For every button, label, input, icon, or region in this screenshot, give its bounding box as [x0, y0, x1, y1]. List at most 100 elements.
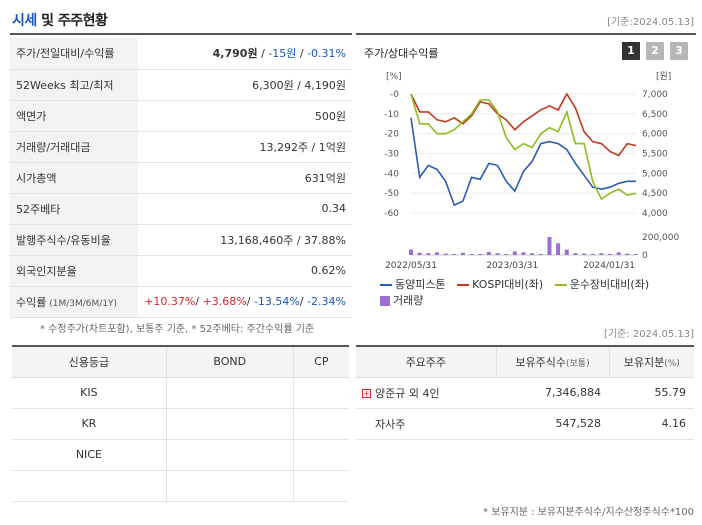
chart-button-2[interactable]: 2 [646, 42, 664, 60]
foreign-value: 0.62% [138, 255, 352, 287]
volume-bar [564, 249, 569, 255]
left-tick-label: -30 [384, 150, 399, 160]
holder-name: + 양준규 외 4인 [356, 377, 496, 409]
price-change: -15원 [268, 47, 297, 61]
week52-label: 52Weeks 최고/최저 [10, 69, 138, 101]
week52-row: 52Weeks 최고/최저 6,300원 / 4,190원 [10, 69, 352, 101]
market-cap-value: 631억원 [138, 162, 352, 194]
x-tick-label: 2024/01/31 [583, 261, 635, 271]
chart-legend: 동양피스톤 KOSPI대비(좌) 운수장비대비(좌) 거래량 [380, 277, 695, 309]
reference-date-right: [기준: 2024.05.13] [603, 329, 694, 340]
volume-bar [573, 253, 578, 255]
table-row: KIS [12, 377, 349, 409]
week52-value: 6,300원 / 4,190원 [138, 69, 352, 101]
left-tick-label: -0 [390, 90, 399, 100]
shares-label: 발행주식수/유동비율 [10, 224, 138, 256]
sep: / [299, 295, 308, 308]
return-6m: -13.54% [253, 295, 300, 308]
return-3m: +3.68% [202, 295, 247, 308]
right-tick-label: 6,000 [642, 130, 668, 140]
volume-bar [521, 252, 526, 255]
volume-tick-label: 200,000 [642, 233, 679, 243]
volume-bar [486, 251, 491, 255]
credit-agency [12, 470, 167, 502]
volume-bar [460, 252, 465, 255]
holder-header-ratio: 보유지분(%) [609, 345, 694, 378]
volume-bar [478, 254, 483, 255]
sep: / [296, 47, 308, 61]
expand-plus-icon[interactable]: + [362, 389, 371, 398]
credit-header-cp: CP [293, 345, 349, 378]
legend-item-volume: 거래량 [380, 293, 423, 309]
return-1m: +10.37% [144, 295, 196, 308]
price-value: 4,790원 / -15원 / -0.31% [138, 38, 352, 70]
volume-value: 13,292주 / 1억원 [138, 131, 352, 163]
left-tick-label: -60 [384, 209, 399, 219]
par-label: 액면가 [10, 100, 138, 132]
series-lines [410, 92, 637, 207]
legend-label: KOSPI대비(좌) [472, 278, 544, 291]
volume-bar [426, 253, 431, 255]
right-tick-label: 7,000 [642, 90, 668, 100]
price-rate: -0.31% [307, 47, 346, 61]
left-tick-label: -50 [384, 189, 399, 199]
volume-bar [634, 254, 638, 255]
volume-bar [625, 253, 630, 255]
right-axis-ticks: 7,000 6,500 6,000 5,500 5,000 4,500 4,000 200,0… [642, 90, 679, 261]
legend-swatch [380, 284, 392, 286]
price-row: 주가/전일대비/수익률 4,790원 / -15원 / -0.31% [10, 38, 352, 70]
title-accent: 시세 [12, 13, 37, 29]
holder-shares: 7,346,884 [496, 377, 609, 409]
returns-value: +10.37%/ +3.68%/ -13.54%/ -2.34% [138, 286, 352, 318]
legend-item-stock: 동양피스톤 [380, 277, 446, 293]
credit-cp [293, 377, 349, 409]
legend-swatch [380, 296, 390, 306]
x-tick-label: 2022/05/31 [385, 261, 437, 271]
current-price: 4,790원 [212, 47, 258, 61]
price-label: 주가/전일대비/수익률 [10, 38, 138, 70]
right-unit-label: [원] [656, 71, 671, 82]
sep: / [246, 295, 254, 308]
holder-header-row: 주요주주 보유주식수(보통) 보유지분(%) [356, 345, 694, 378]
credit-bond [166, 377, 294, 409]
x-axis-ticks: 2022/05/31 2023/03/31 2024/01/31 [385, 261, 635, 271]
volume-bar [504, 254, 509, 255]
foreign-label: 외국인지분율 [10, 255, 138, 287]
returns-row: 수익률 (1M/3M/6M/1Y) +10.37%/ +3.68%/ -13.5… [10, 286, 352, 318]
volume-bar [452, 254, 457, 255]
right-tick-label: 6,500 [642, 110, 668, 120]
volume-label: 거래량/거래대금 [10, 131, 138, 163]
volume-bar [538, 254, 543, 255]
par-row: 액면가 500원 [10, 100, 352, 132]
beta-row: 52주베타 0.34 [10, 193, 352, 225]
volume-bar [409, 249, 413, 255]
reference-date: [기준:2024.05.13] [607, 17, 694, 28]
quote-table: 주가/전일대비/수익률 4,790원 / -15원 / -0.31% 52Wee… [10, 38, 352, 318]
series-line [410, 92, 637, 157]
volume-bar [556, 243, 561, 255]
chart-button-3[interactable]: 3 [670, 42, 688, 60]
left-axis-ticks: -0 -10 -20 -30 -40 -50 -60 [384, 90, 399, 219]
volume-tick-label: 0 [642, 251, 648, 261]
table-row: + 양준규 외 4인 7,346,884 55.79 [356, 377, 694, 409]
volume-bar [434, 252, 439, 255]
holder-header-shares: 보유주식수(보통) [496, 345, 610, 378]
chart-period-buttons: 1 2 3 [622, 42, 688, 60]
beta-label: 52주베타 [10, 193, 138, 225]
table-row: NICE [12, 439, 349, 471]
legend-swatch [457, 284, 470, 286]
legend-label: 운수장비대비(좌) [569, 278, 650, 291]
return-1y: -2.34% [307, 295, 346, 308]
credit-rating-table: 신용등급 BOND CP KIS KR NICE [12, 345, 349, 502]
beta-value: 0.34 [138, 193, 352, 225]
par-value: 500원 [138, 100, 352, 132]
chart-button-1[interactable]: 1 [622, 42, 640, 60]
right-tick-label: 4,000 [642, 209, 668, 219]
left-title-rule [10, 33, 352, 35]
volume-bar [443, 253, 448, 255]
volume-bar [417, 252, 422, 255]
series-line [410, 93, 637, 201]
legend-label: 동양피스톤 [395, 278, 446, 291]
volume-bar [495, 253, 500, 255]
volume-bar [582, 253, 587, 255]
